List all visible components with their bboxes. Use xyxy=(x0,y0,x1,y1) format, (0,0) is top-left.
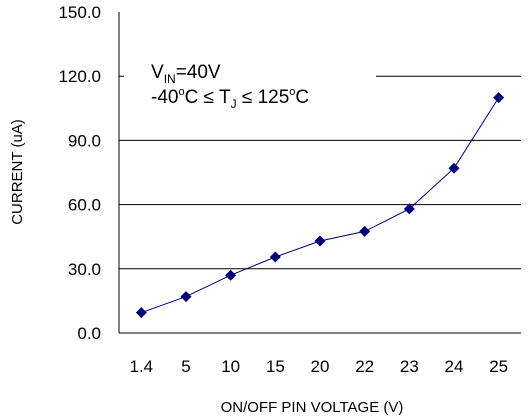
x-tick-label: 25 xyxy=(489,357,508,376)
annotation-tj-range: -40oC ≤ TJ ≤ 125oC xyxy=(151,86,309,111)
x-tick-label: 5 xyxy=(181,357,190,376)
data-point xyxy=(493,92,505,104)
x-tick-labels: 1.4 5 10 15 20 22 23 24 25 xyxy=(130,357,509,376)
annotation-vin: VIN=40V xyxy=(151,62,221,86)
data-point xyxy=(359,225,371,237)
data-point xyxy=(448,162,460,174)
x-tick-label: 10 xyxy=(221,357,240,376)
x-tick-label: 15 xyxy=(266,357,285,376)
y-tick-label: 150.0 xyxy=(58,3,101,22)
y-tick-label: 0.0 xyxy=(77,324,101,343)
annotation-background xyxy=(124,60,376,112)
x-tick-label: 23 xyxy=(400,357,419,376)
y-tick-label: 120.0 xyxy=(58,67,101,86)
y-axis-title: CURRENT (uA) xyxy=(9,119,26,225)
y-tick-label: 60.0 xyxy=(68,196,101,215)
y-tick-labels: 0.0 30.0 60.0 90.0 120.0 150.0 xyxy=(58,3,101,343)
data-point xyxy=(135,307,147,319)
data-markers xyxy=(135,92,505,319)
data-point xyxy=(269,251,281,263)
y-tick-label: 90.0 xyxy=(68,131,101,150)
x-tick-label: 1.4 xyxy=(130,357,154,376)
x-tick-label: 20 xyxy=(311,357,330,376)
x-tick-label: 24 xyxy=(445,357,464,376)
data-point xyxy=(180,291,192,303)
y-tick-label: 30.0 xyxy=(68,260,101,279)
data-point xyxy=(403,203,415,215)
x-axis-title: ON/OFF PIN VOLTAGE (V) xyxy=(221,399,404,416)
data-point xyxy=(314,235,326,247)
x-tick-label: 22 xyxy=(355,357,374,376)
data-point xyxy=(225,269,237,281)
